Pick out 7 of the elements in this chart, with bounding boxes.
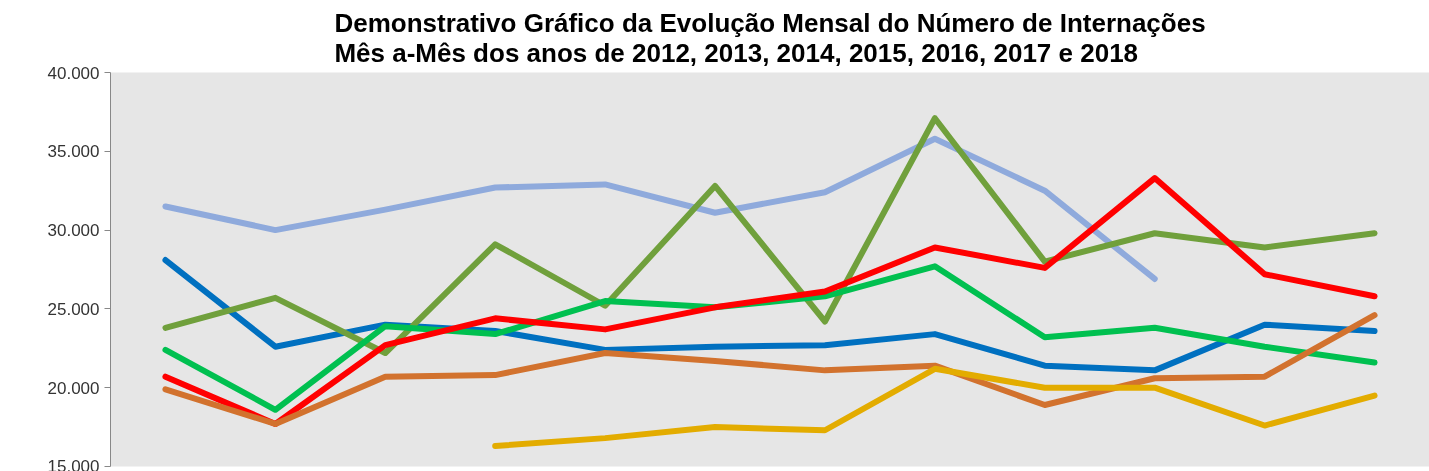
chart-title: Demonstrativo Gráfico da Evolução Mensal do Número de Internações Mês a-Mês dos anos de 2012, 2013, 2014, 2015, 2016, 2017 e 2018 <box>334 7 1206 68</box>
y-tick-label: 20.000 <box>47 378 100 398</box>
y-tick-label: 40.000 <box>47 63 100 83</box>
y-tick-label: 25.000 <box>47 299 100 319</box>
y-tick-label: 15.000 <box>47 456 100 471</box>
y-tick-label: 30.000 <box>47 221 100 241</box>
y-tick-label: 35.000 <box>47 142 100 162</box>
